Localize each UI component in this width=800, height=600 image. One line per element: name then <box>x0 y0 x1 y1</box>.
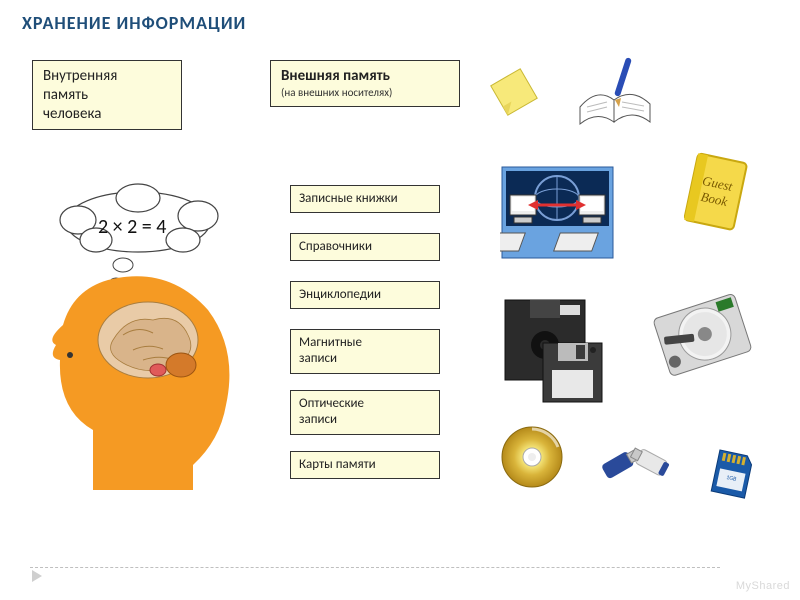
computers-network-icon <box>500 165 615 260</box>
list-label: Оптические <box>299 396 431 412</box>
box-list-item: Оптические записи <box>290 390 440 435</box>
box-list-item: Магнитные записи <box>290 329 440 374</box>
box-internal-line2: память <box>43 86 171 105</box>
box-external-title: Внешняя память <box>281 67 449 86</box>
list-label: Карты памяти <box>299 457 376 472</box>
box-list-item: Записные книжки <box>290 185 440 213</box>
sticky-note-icon <box>487 65 542 120</box>
box-internal-memory: Внутренняя память человека <box>32 60 182 130</box>
list-label: Магнитные <box>299 335 431 351</box>
list-label: Справочники <box>299 239 372 254</box>
guest-book-icon: Guest Book <box>680 150 755 240</box>
list-label: Записные книжки <box>299 191 398 206</box>
floppy-35-icon <box>540 340 605 405</box>
box-external-memory: Внешняя память (на внешних носителях) <box>270 60 460 107</box>
box-list-item: Энциклопедии <box>290 281 440 309</box>
page-title: ХРАНЕНИЕ ИНФОРМАЦИИ <box>22 12 246 34</box>
hard-drive-icon <box>650 290 755 380</box>
box-list-item: Карты памяти <box>290 451 440 479</box>
usb-drives-icon <box>595 430 675 500</box>
next-arrow-icon[interactable] <box>32 570 42 582</box>
box-internal-line1: Внутренняя <box>43 67 171 86</box>
list-label: записи <box>299 412 431 428</box>
divider-line <box>30 567 720 568</box>
list-label: записи <box>299 351 431 367</box>
watermark-text: MyShared <box>736 580 790 592</box>
thought-bubble-text: 2 × 2 = 4 <box>98 215 166 239</box>
box-list-item: Справочники <box>290 233 440 261</box>
list-label: Энциклопедии <box>299 287 381 302</box>
box-internal-line3: человека <box>43 105 171 124</box>
cd-icon <box>500 425 565 490</box>
sd-card-icon: 1GB <box>705 445 760 505</box>
box-external-subtitle: (на внешних носителях) <box>281 86 449 100</box>
notebook-pen-icon <box>572 52 662 132</box>
